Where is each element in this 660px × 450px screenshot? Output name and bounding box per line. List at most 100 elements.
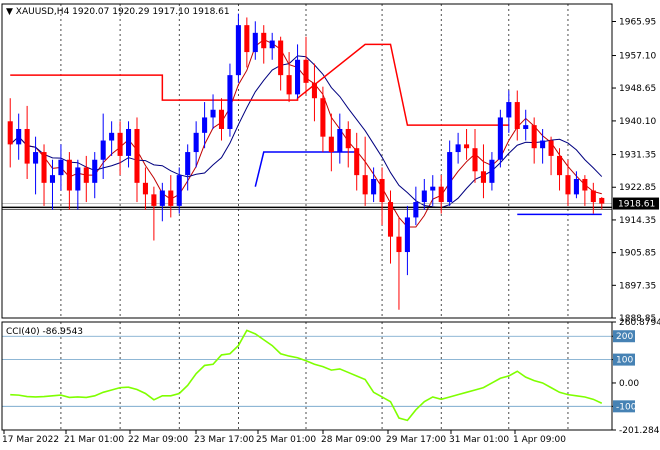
ohlc-label: 1920.07 1920.29 1917.10 1918.61 (72, 7, 229, 17)
candle-body (210, 109, 216, 118)
candle-body (311, 82, 317, 99)
candlestick-series (7, 13, 605, 310)
candle-body (548, 140, 554, 156)
candle-body (168, 190, 174, 206)
candle-body (362, 175, 368, 195)
cci-tick-label: 0.00 (619, 379, 639, 389)
cci-tick-label: 260.8794 (619, 318, 660, 328)
candle-body (58, 159, 64, 176)
candle-body (506, 102, 512, 118)
cci-panel-frame (1, 321, 613, 431)
candle-body (16, 128, 22, 145)
candle-body (126, 128, 132, 156)
cci-panel-grid (2, 322, 612, 430)
candle-body (404, 217, 410, 253)
price-tick-label: 1957.10 (619, 52, 656, 62)
candle-body (218, 109, 225, 129)
cci-series (10, 329, 603, 422)
price-panel-frame (1, 3, 613, 319)
cci-tick-label: -201.2846 (619, 426, 660, 436)
candle-body (117, 132, 123, 156)
symbol-info: ▼ XAUUSD,H4 1920.07 1920.29 1917.10 1918… (6, 7, 230, 17)
candle-body (573, 178, 579, 195)
time-tick-label: 28 Mar 09:00 (321, 435, 381, 445)
candle-body (590, 190, 596, 203)
cci-tick-label: 200 (616, 332, 633, 342)
candle-body (345, 128, 351, 149)
candle-body (489, 159, 495, 183)
axes: 1965.95 1957.10 1948.65 1940.10 1931.35 1922.… (1, 3, 660, 445)
candle-body (523, 125, 529, 129)
current-price-label: 1918.61 (618, 200, 655, 210)
candle-body (261, 32, 267, 49)
price-tick-label: 1888.85 (619, 314, 656, 324)
symbol-label: XAUUSD,H4 (16, 7, 70, 17)
candle-body (514, 102, 520, 129)
candle-body (159, 190, 165, 206)
time-tick-label: 22 Mar 09:00 (128, 435, 188, 445)
candle-body (176, 175, 182, 206)
cci-line (10, 329, 603, 422)
candle-body (371, 178, 377, 195)
price-tick-label: 1948.65 (619, 84, 656, 94)
cci-level-box (613, 400, 635, 413)
candle-body (134, 128, 140, 183)
price-tick-label: 1940.10 (619, 117, 656, 127)
candle-body (430, 186, 436, 191)
price-tick-label: 1931.35 (619, 151, 656, 161)
candle-body (49, 175, 56, 183)
collapse-triangle-icon: ▼ (6, 7, 16, 17)
candle-body (193, 132, 199, 153)
candle-body (269, 40, 275, 49)
cci-tick-label: -100 (616, 402, 637, 412)
price-tick-label: 1897.35 (619, 281, 656, 291)
cci-indicator-label: CCI(40) -86.9543 (6, 327, 83, 337)
candle-body (41, 152, 47, 183)
price-tick-label: 1965.95 (619, 17, 656, 27)
candle-body (75, 167, 81, 191)
price-tick-label: 1914.35 (619, 216, 656, 226)
candle-body (582, 178, 588, 191)
candle-body (295, 59, 301, 95)
candle-body (66, 159, 72, 191)
candle-body (33, 152, 39, 164)
time-tick-label: 23 Mar 17:00 (194, 435, 254, 445)
price-tick-label: 1905.85 (619, 249, 656, 259)
candle-body (599, 197, 605, 204)
cci-level-box (613, 330, 635, 343)
candle-body (337, 128, 343, 153)
candle-body (328, 136, 334, 153)
time-tick-label: 29 Mar 17:00 (386, 435, 446, 445)
candle-body (252, 32, 258, 53)
candle-body (227, 75, 233, 129)
candle-body (540, 140, 546, 149)
candle-body (556, 155, 563, 176)
candle-body (387, 202, 394, 237)
time-tick-label: 1 Apr 09:00 (513, 435, 566, 445)
time-tick-label: 17 Mar 2022 (2, 435, 59, 445)
candle-body (92, 159, 98, 183)
candle-body (151, 194, 157, 206)
cci-tick-label: 100 (616, 356, 633, 366)
candle-body (354, 148, 360, 176)
candle-body (396, 236, 402, 253)
candle-body (278, 40, 284, 76)
candle-body (109, 132, 115, 141)
candle-body (421, 190, 427, 203)
candle-body (142, 182, 148, 195)
candle-body (413, 202, 419, 218)
candle-body (202, 117, 208, 133)
time-tick-label: 31 Mar 01:00 (449, 435, 509, 445)
candle-body (447, 152, 453, 203)
candle-body (455, 144, 461, 153)
candle-body (244, 25, 250, 53)
candle-body (185, 152, 191, 176)
candle-body (7, 121, 13, 145)
support-line (254, 151, 357, 187)
candle-body (472, 148, 478, 172)
candle-body (303, 59, 309, 83)
current-price-box (613, 197, 659, 210)
candle-body (235, 25, 241, 76)
candle-body (438, 186, 444, 203)
candle-body (379, 178, 385, 203)
